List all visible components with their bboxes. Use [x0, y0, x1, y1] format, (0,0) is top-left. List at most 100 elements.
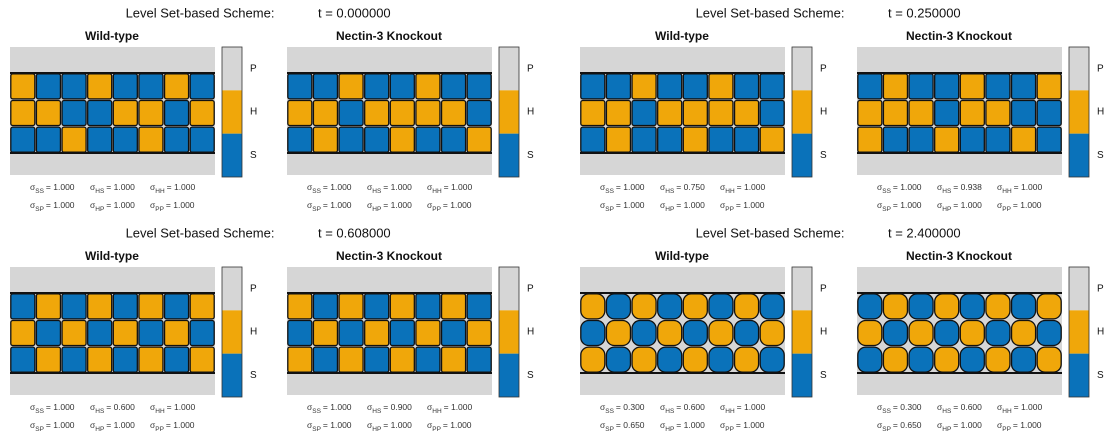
cell — [986, 127, 1010, 152]
cell — [1037, 347, 1061, 372]
cell — [165, 74, 189, 99]
cell — [390, 320, 414, 345]
cell — [883, 347, 907, 372]
parameter-subscript: SP — [312, 426, 321, 433]
parameter: σSS= 0.300 — [877, 402, 922, 414]
cell — [36, 127, 60, 152]
parameter-value: = 1.000 — [46, 402, 75, 412]
parameter-subscript: SS — [605, 188, 614, 195]
parameter-value: = 0.600 — [676, 402, 705, 412]
parameter: σPP= 1.000 — [720, 200, 765, 212]
panel-title: Wild-type — [85, 29, 139, 43]
parameter: σHP= 1.000 — [90, 420, 135, 432]
cell — [960, 320, 984, 345]
cell — [986, 320, 1010, 345]
scheme-label: Level Set-based Scheme: — [696, 5, 845, 20]
cell — [581, 127, 605, 152]
parameter-value: = 1.000 — [736, 420, 765, 430]
cell — [339, 347, 363, 372]
parameter-value: = 1.000 — [323, 402, 352, 412]
parameter: σSS= 1.000 — [30, 402, 75, 414]
cell — [606, 294, 630, 319]
cell — [190, 347, 214, 372]
parameter: σHH= 1.000 — [997, 182, 1043, 194]
parameter-value: = 0.600 — [106, 402, 135, 412]
parameter: σSP= 0.650 — [600, 420, 645, 432]
cell — [581, 320, 605, 345]
cell — [165, 294, 189, 319]
cell — [88, 74, 112, 99]
cell — [36, 74, 60, 99]
cell — [581, 74, 605, 99]
cell — [960, 74, 984, 99]
cell — [467, 347, 491, 372]
colorbar-label: P — [527, 63, 534, 74]
cell — [139, 294, 163, 319]
parameter-value: = 1.000 — [953, 420, 982, 430]
panel-title: Wild-type — [655, 29, 709, 43]
cell — [113, 100, 137, 125]
cell — [683, 100, 707, 125]
cell — [883, 294, 907, 319]
parameter: σHS= 1.000 — [367, 182, 412, 194]
cell — [760, 320, 784, 345]
parameter-subscript: HP — [942, 206, 951, 213]
colorbar-segment — [499, 310, 519, 353]
cell — [288, 74, 312, 99]
cell — [883, 320, 907, 345]
parameter-subscript: HH — [432, 188, 442, 195]
cell — [986, 294, 1010, 319]
parameter: σPP= 1.000 — [427, 420, 472, 432]
cell — [986, 100, 1010, 125]
parameter-subscript: HS — [372, 188, 382, 195]
parameter-value: = 1.000 — [443, 200, 472, 210]
panel-title: Nectin-3 Knockout — [336, 249, 442, 263]
cell — [909, 100, 933, 125]
cell — [606, 74, 630, 99]
cell — [632, 74, 656, 99]
cell — [390, 100, 414, 125]
parameter-value: = 0.750 — [676, 182, 705, 192]
cell — [1012, 347, 1036, 372]
parameter: σPP= 1.000 — [150, 200, 195, 212]
parameter-subscript: PP — [432, 426, 441, 433]
parameter-value: = 0.650 — [893, 420, 922, 430]
colorbar-segment — [1069, 310, 1089, 353]
colorbar-segment — [222, 267, 242, 310]
cell — [960, 127, 984, 152]
colorbar-label: S — [250, 150, 257, 161]
parameter-subscript: HS — [665, 408, 675, 415]
panel-title: Wild-type — [655, 249, 709, 263]
cell — [1012, 100, 1036, 125]
cell — [606, 127, 630, 152]
cell — [416, 320, 440, 345]
parameter-subscript: HP — [372, 426, 381, 433]
cell — [883, 100, 907, 125]
cell — [735, 347, 759, 372]
parameter-subscript: PP — [725, 426, 734, 433]
parameter-value: = 0.300 — [616, 402, 645, 412]
colorbar-segment — [792, 47, 812, 90]
cell — [442, 127, 466, 152]
cell — [165, 347, 189, 372]
cell — [390, 127, 414, 152]
cell — [858, 74, 882, 99]
cell — [467, 100, 491, 125]
parameter-subscript: HS — [942, 188, 952, 195]
colorbar-label: P — [527, 283, 534, 294]
cell — [62, 127, 86, 152]
colorbar-label: H — [820, 327, 827, 338]
parameter-value: = 1.000 — [1014, 402, 1043, 412]
colorbar-label: S — [820, 370, 827, 381]
cell — [36, 347, 60, 372]
cell — [909, 347, 933, 372]
cell — [11, 347, 35, 372]
parameter-value: = 1.000 — [953, 200, 982, 210]
parameter-value: = 1.000 — [323, 420, 352, 430]
cell — [339, 127, 363, 152]
parameter-value: = 1.000 — [1013, 420, 1042, 430]
parameter-value: = 1.000 — [167, 402, 196, 412]
parameter: σHS= 0.750 — [660, 182, 705, 194]
parameter-value: = 0.900 — [383, 402, 412, 412]
cell — [139, 320, 163, 345]
